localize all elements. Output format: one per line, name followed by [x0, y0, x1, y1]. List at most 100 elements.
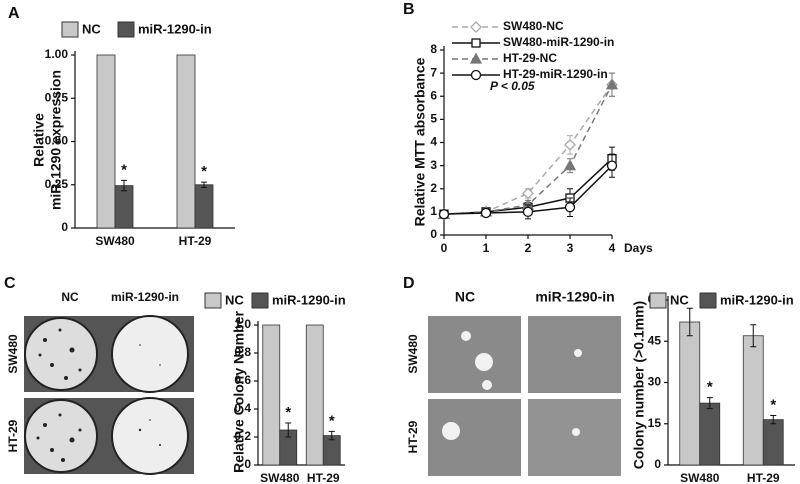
bar — [194, 184, 214, 229]
x-tick-label: HT-29 — [307, 471, 340, 484]
photo — [428, 399, 521, 476]
marker — [522, 206, 534, 218]
y-tick-label: 0.2 — [234, 429, 251, 443]
bar — [96, 54, 116, 229]
marker — [522, 187, 534, 200]
legend-swatch — [117, 21, 135, 38]
legend-label: miR-1290-in — [138, 21, 212, 36]
y-tick-label: 45 — [648, 333, 662, 347]
marker — [563, 159, 577, 171]
y-tick-label: 1 — [430, 204, 437, 218]
legend-marker — [470, 69, 482, 81]
y-tick-label: 1.0 — [234, 317, 251, 331]
legend-label: SW480-miR-1290-in — [503, 35, 614, 49]
y-tick-label: 0 — [61, 220, 68, 234]
legend-swatch — [61, 21, 79, 38]
annotation: P < 0.05 — [490, 79, 535, 93]
y-tick-label: 2 — [430, 181, 437, 195]
photo-row-label: HT-29 — [406, 420, 420, 453]
photo — [428, 316, 521, 393]
legend-marker — [470, 21, 482, 33]
y-tick-label: 0.8 — [234, 345, 251, 359]
bar — [114, 185, 134, 229]
legend-label: HT-29-miR-1290-in — [503, 67, 608, 81]
x-axis-label: Days — [624, 241, 653, 255]
x-tick-label: 1 — [483, 241, 490, 255]
legend-label: NC — [670, 292, 689, 307]
dish — [24, 317, 98, 391]
y-tick-label: 4 — [430, 135, 437, 149]
photo-row-label: HT-29 — [6, 419, 20, 452]
x-tick-label: 0 — [441, 241, 448, 255]
y-tick-label: 0.75 — [45, 90, 69, 104]
colonies — [442, 331, 582, 440]
dish-photos — [24, 315, 194, 475]
y-axis-label: Relative — [31, 113, 47, 167]
photo-column-label: NC — [61, 290, 79, 304]
significance-mark: * — [121, 161, 127, 178]
significance-mark: * — [285, 404, 291, 421]
legend-swatch — [649, 292, 667, 309]
significance-mark: * — [329, 412, 335, 429]
panel-label: B — [403, 1, 415, 18]
marker — [438, 209, 450, 220]
y-axis-label: Relative Colony Number — [231, 311, 247, 473]
x-tick-label: SW480 — [95, 234, 135, 248]
legend-label: NC — [225, 292, 244, 307]
x-tick-label: SW480 — [680, 471, 720, 484]
error-bar — [770, 415, 777, 425]
y-tick-label: 0 — [430, 227, 437, 241]
y-tick-label: 3 — [430, 158, 437, 172]
marker — [605, 78, 619, 90]
marker — [606, 160, 618, 171]
legend-marker — [469, 52, 483, 64]
bar — [742, 335, 764, 466]
y-axis-label: Relative MTT absorbance — [412, 57, 428, 226]
marker — [480, 207, 492, 219]
marker — [564, 202, 576, 213]
x-tick-label: SW480 — [260, 471, 300, 484]
legend-marker — [471, 38, 481, 48]
bar — [176, 54, 196, 229]
legend-swatch — [204, 292, 222, 309]
x-tick-label: 3 — [567, 241, 574, 255]
bar — [679, 321, 701, 466]
error-bar — [328, 430, 335, 441]
colonies — [36, 328, 161, 462]
panel-label: C — [4, 275, 16, 292]
y-tick-label: 15 — [648, 416, 662, 430]
error-bar — [201, 181, 207, 188]
photo-column-label: miR-1290-in — [111, 290, 179, 304]
microscope-photos — [428, 316, 621, 476]
marker — [564, 138, 576, 151]
error-bar — [285, 422, 292, 438]
significance-mark: * — [201, 163, 207, 180]
dish — [111, 315, 189, 393]
error-bar — [750, 324, 757, 348]
y-tick-label: 1.00 — [45, 47, 69, 61]
y-tick-label: 5 — [430, 112, 437, 126]
y-axis-label: Colony number (>0.1mm) — [631, 301, 647, 469]
legend-label: miR-1290-in — [272, 292, 346, 307]
legend-swatch — [699, 292, 717, 309]
significance-mark: * — [707, 379, 713, 396]
photo — [528, 399, 621, 476]
y-tick-label: 7 — [430, 65, 437, 79]
y-tick-label: 0.4 — [234, 401, 251, 415]
bar — [762, 419, 784, 466]
y-tick-label: 0 — [244, 457, 251, 471]
x-tick-label: HT-29 — [179, 234, 212, 248]
error-bar — [686, 307, 693, 337]
significance-mark: * — [770, 396, 776, 413]
legend-swatch — [251, 292, 269, 309]
dish — [111, 397, 189, 475]
photo-column-label: miR-1290-in — [535, 289, 614, 305]
legend-label: SW480-NC — [503, 19, 564, 33]
y-tick-label: 8 — [430, 42, 437, 56]
legend-label: NC — [82, 21, 101, 36]
bar — [699, 402, 721, 466]
y-tick-label: 0.25 — [45, 177, 69, 191]
error-bar — [706, 397, 713, 410]
bar — [262, 324, 281, 466]
